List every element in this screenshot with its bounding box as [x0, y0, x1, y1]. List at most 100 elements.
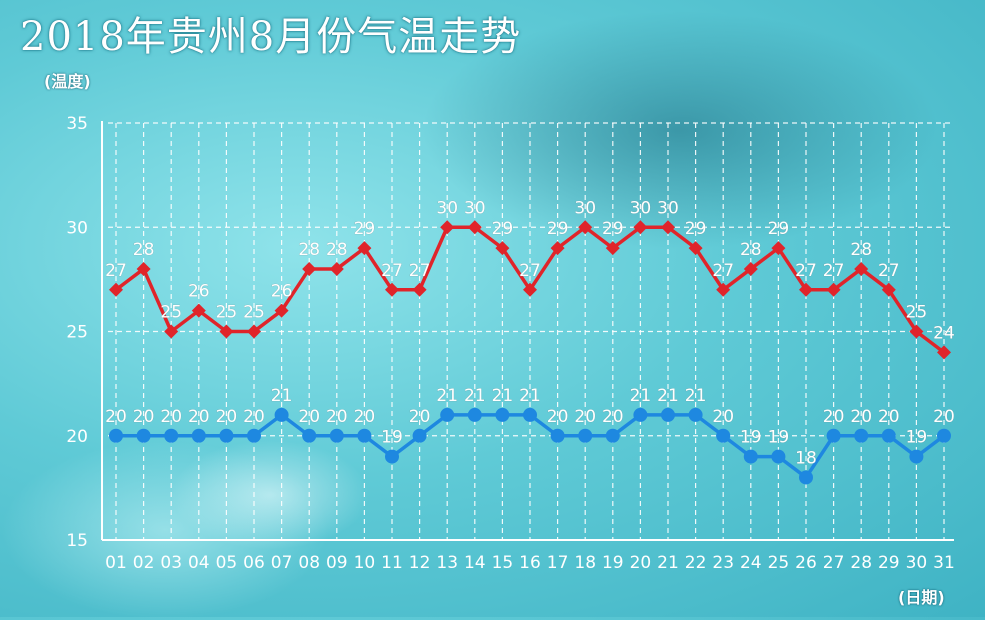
data-label: 21	[464, 386, 486, 406]
x-tick-label: 21	[657, 553, 679, 573]
data-point	[909, 324, 924, 339]
data-label: 20	[188, 407, 210, 427]
data-label: 28	[133, 240, 155, 260]
data-point	[909, 449, 924, 464]
x-tick-label: 20	[630, 553, 652, 573]
data-label: 20	[850, 407, 872, 427]
data-point	[633, 220, 648, 235]
data-point	[550, 241, 565, 256]
x-tick-label: 16	[519, 553, 541, 573]
x-tick-label: 04	[188, 553, 210, 573]
data-point	[357, 241, 372, 256]
data-point	[743, 449, 758, 464]
chart-title: 2018年贵州8月份气温走势	[20, 14, 522, 60]
data-label: 20	[354, 407, 376, 427]
data-point	[164, 324, 179, 339]
data-point	[247, 428, 261, 443]
x-tick-label: 30	[906, 553, 928, 573]
data-point	[881, 428, 896, 443]
data-label: 26	[271, 282, 293, 302]
data-label: 20	[878, 407, 900, 427]
x-tick-label: 19	[602, 553, 624, 573]
y-axis-label: (温度)	[44, 72, 91, 91]
data-point	[136, 261, 151, 276]
data-label: 20	[298, 407, 320, 427]
data-point	[357, 428, 372, 443]
data-point	[771, 449, 786, 464]
data-point	[467, 407, 482, 422]
data-label: 19	[906, 428, 928, 448]
data-point	[661, 407, 675, 422]
data-point	[716, 428, 731, 443]
data-point	[274, 303, 289, 318]
x-tick-label: 23	[712, 553, 734, 573]
data-point	[854, 261, 869, 276]
data-label: 30	[657, 198, 679, 218]
data-point	[219, 324, 234, 339]
x-tick-label: 28	[850, 553, 872, 573]
data-point	[661, 220, 675, 235]
data-point	[247, 324, 261, 339]
data-label: 27	[519, 261, 541, 281]
x-tick-label: 25	[768, 553, 790, 573]
data-point	[578, 220, 593, 235]
data-label: 19	[768, 428, 790, 448]
data-label: 29	[492, 219, 514, 239]
data-point	[302, 261, 317, 276]
x-tick-label: 24	[740, 553, 762, 573]
x-tick-label: 31	[933, 553, 955, 573]
data-label: 20	[574, 407, 596, 427]
x-tick-label: 03	[160, 553, 182, 573]
data-label: 30	[574, 198, 596, 218]
data-point	[799, 470, 813, 485]
data-label: 20	[712, 407, 734, 427]
data-label: 20	[105, 407, 127, 427]
data-point	[109, 428, 123, 443]
data-label: 29	[602, 219, 624, 239]
data-point	[164, 428, 179, 443]
x-tick-label: 18	[574, 553, 596, 573]
data-label: 20	[243, 407, 265, 427]
x-tick-label: 12	[409, 553, 431, 573]
data-label: 27	[823, 261, 845, 281]
data-point	[109, 282, 123, 297]
x-tick-label: 06	[243, 553, 265, 573]
data-point	[826, 282, 841, 297]
data-point	[688, 241, 703, 256]
y-tick-label: 30	[66, 218, 88, 238]
data-point	[495, 241, 510, 256]
data-point	[743, 261, 758, 276]
x-tick-label: 02	[133, 553, 155, 573]
data-label: 20	[160, 407, 182, 427]
data-label: 25	[243, 303, 265, 323]
data-label: 20	[547, 407, 569, 427]
data-point	[605, 241, 620, 256]
data-label: 26	[188, 282, 210, 302]
y-tick-label: 15	[66, 531, 88, 551]
data-point	[191, 428, 206, 443]
data-label: 20	[409, 407, 431, 427]
data-label: 27	[105, 261, 127, 281]
data-point	[578, 428, 593, 443]
data-label: 21	[436, 386, 458, 406]
data-label: 20	[933, 407, 955, 427]
data-point	[412, 282, 427, 297]
x-tick-label: 10	[354, 553, 376, 573]
data-label: 27	[712, 261, 734, 281]
data-label: 25	[160, 303, 182, 323]
data-label: 21	[271, 386, 293, 406]
x-tick-label: 07	[271, 553, 293, 573]
data-point	[523, 407, 537, 422]
data-point	[881, 282, 896, 297]
data-point	[329, 428, 344, 443]
data-point	[633, 407, 648, 422]
data-label: 21	[685, 386, 707, 406]
data-label: 27	[878, 261, 900, 281]
x-tick-label: 26	[795, 553, 817, 573]
data-label: 21	[630, 386, 652, 406]
y-tick-label: 35	[66, 114, 88, 134]
x-tick-label: 17	[547, 553, 569, 573]
data-point	[191, 303, 206, 318]
x-tick-label: 01	[105, 553, 127, 573]
data-point	[605, 428, 620, 443]
